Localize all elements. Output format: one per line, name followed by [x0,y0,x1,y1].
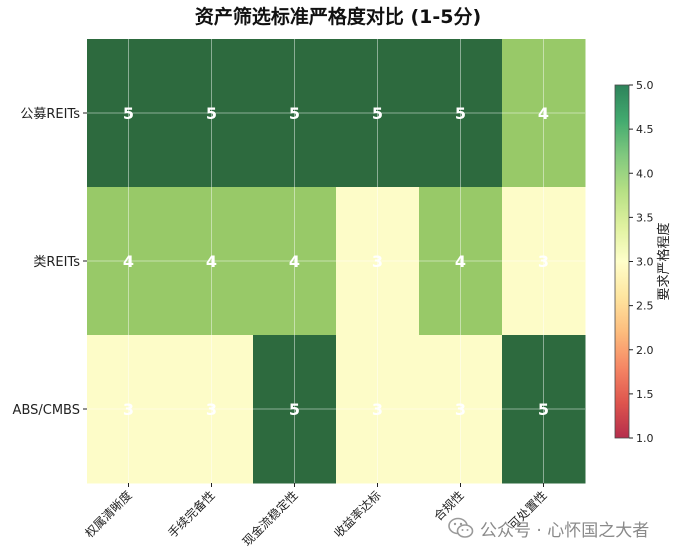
colorbar-tick-label: 4.0 [636,167,654,180]
column-label: 权属清晰度 [82,488,135,541]
colorbar-label: 要求严格程度 [656,222,672,300]
cell-value-label: 4 [538,104,549,123]
heatmap-cells [87,39,586,484]
heatmap-cell [502,187,586,336]
heatmap-cell [336,335,420,484]
colorbar-tick-label: 2.5 [636,300,654,313]
heatmap-cell [87,187,171,336]
cell-value-label: 4 [289,252,300,271]
cell-value-label: 5 [289,400,300,419]
cell-value-label: 5 [372,104,383,123]
cell-value-label: 3 [206,400,217,419]
cell-value-label: 4 [123,252,134,271]
cell-value-label: 3 [372,400,383,419]
row-label: ABS/CMBS [13,403,80,418]
heatmap-cell [87,335,171,484]
cell-value-label: 5 [206,104,217,123]
row-label: 类REITs [33,255,80,270]
heatmap-cell [253,39,337,188]
cell-value-labels: 5 5 5 5 5 4 4 4 4 3 4 3 3 3 5 3 3 5 [123,104,549,419]
heatmap-cell [170,335,254,484]
heatmap-cell [170,187,254,336]
heatmap-cell [419,335,503,484]
heatmap-cell [336,187,420,336]
cell-value-label: 5 [455,104,466,123]
colorbar-tick-label: 3.5 [636,211,654,224]
cell-value-label: 4 [455,252,466,271]
colorbar-gradient [614,84,630,439]
cell-value-label: 4 [206,252,217,271]
heatmap-cell [419,187,503,336]
colorbar-tick-label: 4.5 [636,123,654,136]
cell-value-label: 5 [123,104,134,123]
column-label: 收益率达标 [331,488,384,541]
colorbar-tick-label: 5.0 [636,79,654,92]
heatmap-cell [170,39,254,188]
heatmap-cell [419,39,503,188]
cell-value-label: 3 [123,400,134,419]
chart-title: 资产筛选标准严格度对比 (1-5分) [195,5,481,28]
heatmap-cell [87,39,171,188]
heatmap-cell [253,187,337,336]
colorbar-tick-label: 3.0 [636,256,654,269]
cell-value-label: 5 [289,104,300,123]
column-label: 现金流稳定性 [239,488,301,550]
colorbar [614,84,630,439]
cell-value-label: 3 [538,252,549,271]
watermark-text: 公众号 · 心怀国之大者 [480,520,650,541]
wechat-icon [448,517,474,538]
heatmap-cell [502,39,586,188]
heatmap-cell [502,335,586,484]
heatmap-cell [253,335,337,484]
colorbar-tick-label: 2.0 [636,344,654,357]
colorbar-tick-label: 1.0 [636,432,654,445]
watermark: 公众号 · 心怀国之大者 [448,514,649,542]
colorbar-tick-label: 1.5 [636,388,654,401]
cell-value-label: 3 [372,252,383,271]
row-label: 公募REITs [20,107,80,122]
cell-value-label: 5 [538,400,549,419]
heatmap-cell [336,39,420,188]
row-labels: 公募REITs 类REITs ABS/CMBS [13,107,87,418]
column-label: 手续完备性 [165,488,218,541]
cell-value-label: 3 [455,400,466,419]
colorbar-ticks: 1.0 1.5 2.0 2.5 3.0 3.5 4.0 4.5 5.0 [629,79,654,445]
